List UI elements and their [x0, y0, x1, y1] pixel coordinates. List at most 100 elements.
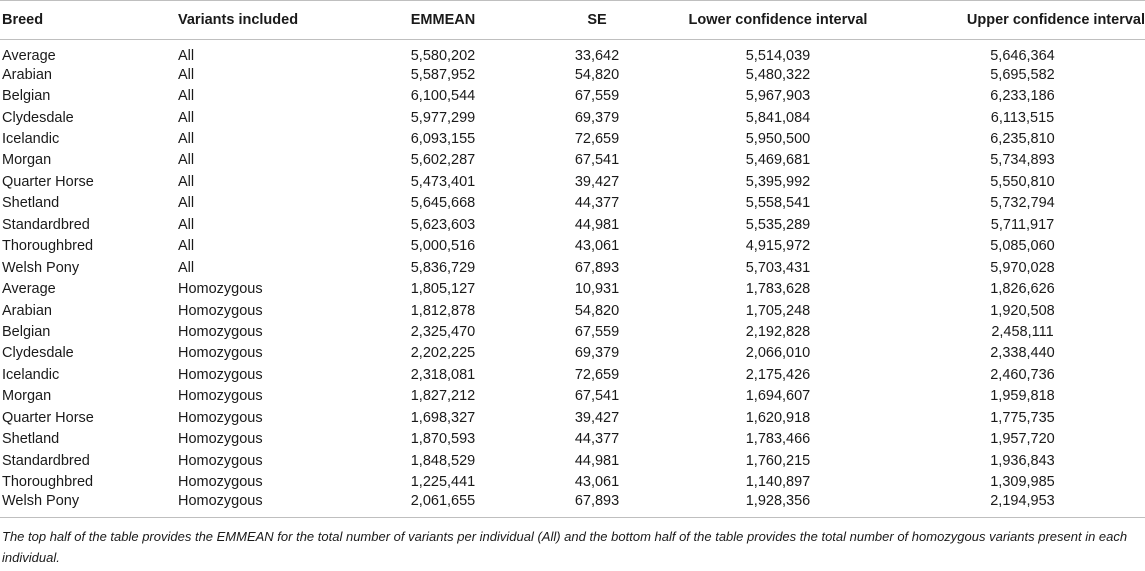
table-row: Arabian Homozygous 1,812,878 54,820 1,705,24…	[0, 300, 1145, 321]
cell-se: 67,559	[574, 323, 620, 340]
cell-variants-included: Homozygous	[178, 492, 263, 509]
cell-upper-ci: 2,458,111	[991, 323, 1054, 340]
cell-variants-included: All	[178, 131, 195, 148]
cell-variants-included: Homozygous	[178, 366, 263, 383]
cell-variants-included: All	[178, 259, 195, 276]
cell-emmean: 1,827,212	[410, 388, 476, 405]
cell-se: 67,541	[574, 388, 620, 405]
cell-emmean: 6,093,155	[410, 131, 476, 148]
table-row: Thoroughbred All 5,000,516 43,061 4,915,972 5…	[0, 236, 1145, 257]
cell-variants-included: All	[178, 48, 195, 64]
header-lower-ci: Lower confidence interval	[688, 12, 868, 28]
table-row: Quarter Horse All 5,473,401 39,427 5,395,992…	[0, 171, 1145, 192]
cell-breed: Clydesdale	[2, 345, 74, 362]
cell-upper-ci: 5,970,028	[990, 259, 1055, 276]
cell-variants-included: Homozygous	[178, 345, 263, 362]
cell-upper-ci: 5,734,893	[990, 152, 1055, 169]
cell-lower-ci: 1,140,897	[745, 474, 811, 491]
table-row: Icelandic All 6,093,155 72,659 5,950,500 6,23…	[0, 128, 1145, 149]
table-body: Average All 5,580,202 33,642 5,514,039 5,646,…	[0, 40, 1145, 515]
cell-emmean: 2,061,655	[410, 492, 476, 509]
cell-variants-included: Homozygous	[178, 452, 263, 469]
cell-emmean: 5,473,401	[410, 173, 476, 190]
cell-lower-ci: 5,967,903	[745, 88, 811, 105]
cell-upper-ci: 5,695,582	[990, 66, 1055, 83]
cell-emmean: 2,202,225	[410, 345, 476, 362]
cell-se: 39,427	[574, 409, 620, 426]
table-header: Breed Variants included EMMEAN SE Lower …	[0, 0, 1145, 40]
cell-emmean: 1,805,127	[410, 281, 476, 298]
cell-se: 10,931	[574, 281, 620, 298]
cell-breed: Shetland	[2, 431, 60, 448]
cell-se: 72,659	[574, 366, 620, 383]
cell-breed: Arabian	[2, 66, 52, 83]
cell-breed: Morgan	[2, 152, 52, 169]
cell-breed: Thoroughbred	[2, 238, 94, 255]
emmean-table: Breed Variants included EMMEAN SE Lower …	[0, 0, 1145, 515]
cell-breed: Quarter Horse	[2, 409, 94, 426]
cell-breed: Clydesdale	[2, 109, 74, 126]
cell-se: 54,820	[574, 302, 620, 319]
table-row: Shetland All 5,645,668 44,377 5,558,541 5,732…	[0, 193, 1145, 214]
cell-upper-ci: 6,113,515	[990, 109, 1055, 126]
cell-variants-included: Homozygous	[178, 323, 263, 340]
cell-lower-ci: 5,950,500	[745, 131, 811, 148]
cell-emmean: 5,977,299	[410, 109, 476, 126]
cell-emmean: 5,602,287	[410, 152, 476, 169]
cell-emmean: 1,698,327	[410, 409, 476, 426]
cell-variants-included: All	[178, 173, 195, 190]
cell-se: 44,377	[574, 431, 620, 448]
cell-lower-ci: 2,192,828	[745, 323, 811, 340]
table-row: Standardbred Homozygous 1,848,529 44,981 1,7…	[0, 450, 1145, 471]
cell-emmean: 5,580,202	[410, 48, 476, 64]
cell-variants-included: All	[178, 66, 195, 83]
cell-variants-included: All	[178, 152, 195, 169]
cell-emmean: 5,000,516	[410, 238, 476, 255]
cell-variants-included: Homozygous	[178, 431, 263, 448]
cell-breed: Icelandic	[2, 366, 60, 383]
cell-lower-ci: 1,705,248	[745, 302, 811, 319]
cell-se: 67,893	[574, 259, 620, 276]
cell-se: 54,820	[574, 66, 620, 83]
cell-breed: Arabian	[2, 302, 52, 319]
cell-lower-ci: 4,915,972	[745, 238, 811, 255]
cell-breed: Welsh Pony	[2, 492, 80, 509]
cell-upper-ci: 5,646,364	[990, 48, 1055, 64]
cell-lower-ci: 5,480,322	[745, 66, 811, 83]
cell-breed: Standardbred	[2, 216, 90, 233]
cell-lower-ci: 1,620,918	[745, 409, 811, 426]
cell-lower-ci: 5,558,541	[745, 195, 811, 212]
cell-emmean: 2,318,081	[410, 366, 476, 383]
cell-lower-ci: 2,175,426	[745, 366, 811, 383]
cell-upper-ci: 6,235,810	[990, 131, 1055, 148]
cell-lower-ci: 5,469,681	[745, 152, 811, 169]
cell-se: 67,541	[574, 152, 620, 169]
cell-breed: Average	[2, 48, 56, 64]
header-upper-ci: Upper confidence interval	[966, 12, 1145, 28]
cell-variants-included: All	[178, 238, 195, 255]
cell-se: 43,061	[574, 238, 620, 255]
header-variants-included: Variants included	[178, 12, 299, 28]
cell-lower-ci: 1,783,628	[745, 281, 811, 298]
cell-breed: Shetland	[2, 195, 60, 212]
cell-se: 69,379	[574, 109, 620, 126]
table-row: Icelandic Homozygous 2,318,081 72,659 2,175,…	[0, 364, 1145, 385]
table-caption: The top half of the table provides the E…	[2, 528, 1128, 565]
cell-se: 43,061	[574, 474, 620, 491]
cell-emmean: 6,100,544	[410, 88, 476, 105]
cell-variants-included: Homozygous	[178, 388, 263, 405]
table-row: Shetland Homozygous 1,870,593 44,377 1,783,4…	[0, 428, 1145, 449]
cell-lower-ci: 5,395,992	[745, 173, 811, 190]
cell-upper-ci: 1,920,508	[990, 302, 1055, 319]
cell-upper-ci: 1,936,843	[990, 452, 1055, 469]
cell-breed: Morgan	[2, 388, 52, 405]
cell-se: 33,642	[574, 48, 620, 64]
table-row: Welsh Pony Homozygous 2,061,655 67,893 1,928…	[0, 493, 1145, 515]
cell-lower-ci: 1,694,607	[745, 388, 811, 405]
cell-emmean: 5,645,668	[410, 195, 476, 212]
cell-variants-included: Homozygous	[178, 409, 263, 426]
cell-se: 39,427	[574, 173, 620, 190]
cell-upper-ci: 5,711,917	[990, 216, 1055, 233]
table-row: Quarter Horse Homozygous 1,698,327 39,427 1,…	[0, 407, 1145, 428]
